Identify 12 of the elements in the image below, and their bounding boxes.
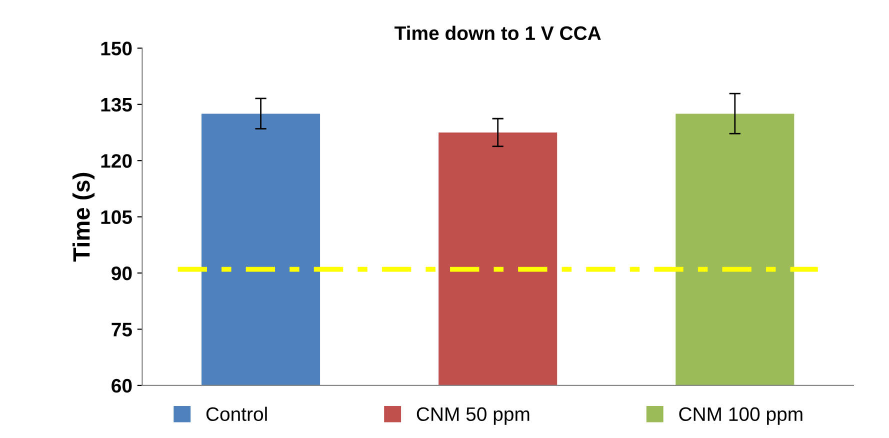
- y-tick-label: 75: [112, 322, 132, 336]
- y-tick-label: 60: [112, 378, 132, 393]
- legend-label: CNM 50 ppm: [416, 407, 530, 425]
- y-tick-label: 135: [101, 98, 132, 112]
- y-tick-label: 105: [101, 210, 132, 224]
- chart-title: Time down to 1 V CCA: [394, 26, 601, 40]
- y-axis-title: Time (s): [72, 172, 95, 262]
- y-tick-label: 120: [101, 154, 132, 168]
- y-tick-label: 150: [101, 42, 132, 56]
- y-tick-label: 90: [112, 266, 132, 280]
- legend-label: Control: [206, 406, 267, 422]
- legend-label: CNM 100 ppm: [679, 407, 802, 425]
